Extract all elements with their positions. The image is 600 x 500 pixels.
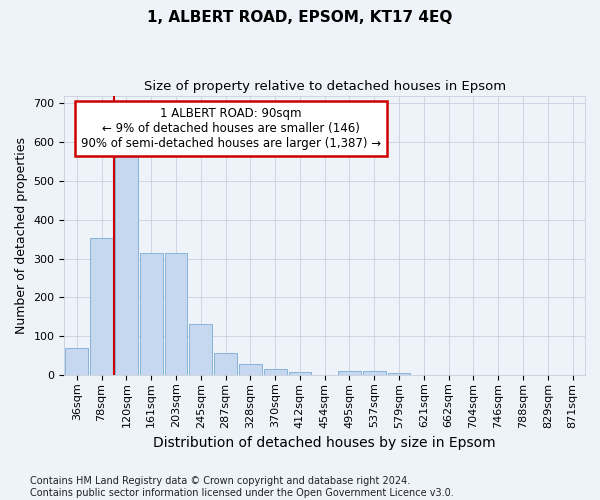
Bar <box>264 369 287 375</box>
Bar <box>239 364 262 375</box>
Bar <box>338 371 361 375</box>
Bar <box>65 348 88 375</box>
Bar <box>214 353 237 375</box>
Text: 1 ALBERT ROAD: 90sqm
← 9% of detached houses are smaller (146)
90% of semi-detac: 1 ALBERT ROAD: 90sqm ← 9% of detached ho… <box>81 106 381 150</box>
Bar <box>363 371 386 375</box>
Bar <box>388 373 410 375</box>
Bar <box>115 154 138 375</box>
Bar <box>190 324 212 375</box>
X-axis label: Distribution of detached houses by size in Epsom: Distribution of detached houses by size … <box>154 436 496 450</box>
Title: Size of property relative to detached houses in Epsom: Size of property relative to detached ho… <box>143 80 506 93</box>
Text: 1, ALBERT ROAD, EPSOM, KT17 4EQ: 1, ALBERT ROAD, EPSOM, KT17 4EQ <box>148 10 452 25</box>
Y-axis label: Number of detached properties: Number of detached properties <box>15 136 28 334</box>
Bar <box>140 252 163 375</box>
Bar <box>289 372 311 375</box>
Bar <box>90 238 113 375</box>
Bar <box>164 252 187 375</box>
Text: Contains HM Land Registry data © Crown copyright and database right 2024.
Contai: Contains HM Land Registry data © Crown c… <box>30 476 454 498</box>
